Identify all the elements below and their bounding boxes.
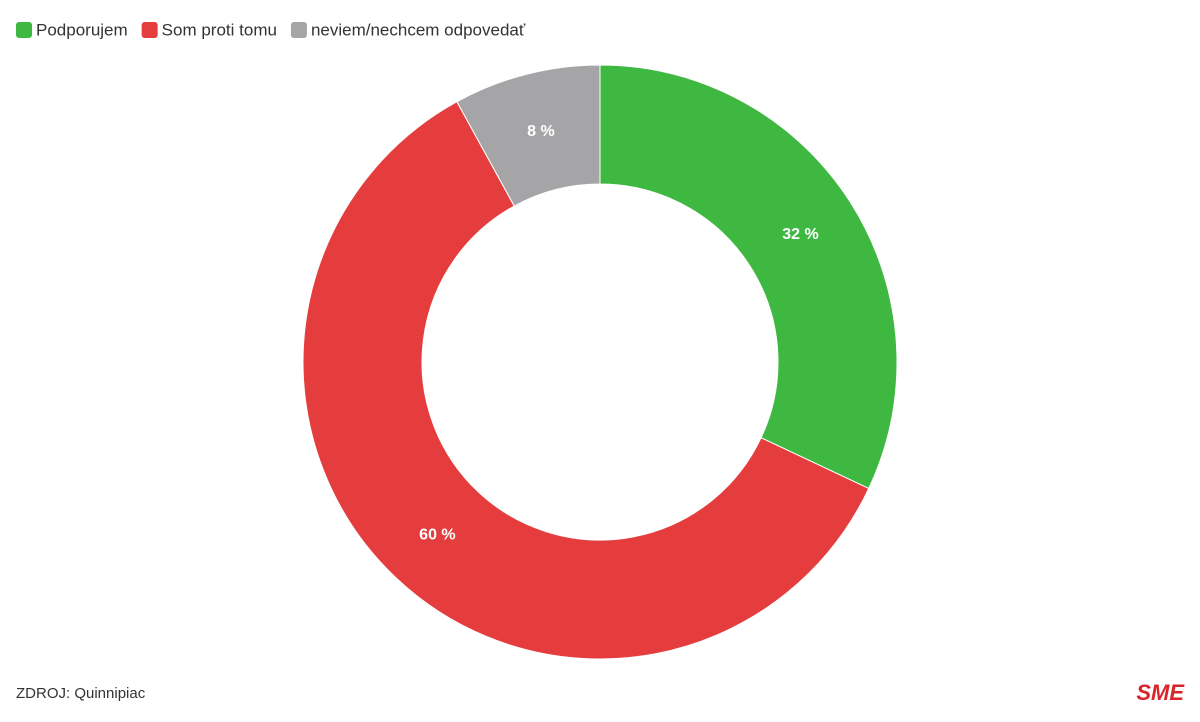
legend-label: neviem/nechcem odpovedať <box>311 20 526 39</box>
value-label: 32 % <box>782 226 818 243</box>
donut-slice <box>302 101 870 660</box>
donut-slice <box>456 64 601 207</box>
value-label: 8 % <box>527 123 555 140</box>
legend-swatch <box>290 22 307 38</box>
legend-swatch <box>16 22 32 38</box>
brand-logo: SME <box>1136 680 1185 705</box>
legend-label: Podporujem <box>36 20 128 39</box>
donut-slice <box>599 64 898 490</box>
legend-swatch <box>141 22 158 38</box>
value-label: 60 % <box>419 526 455 543</box>
legend-label: Som proti tomu <box>162 20 277 39</box>
source: ZDROJ: Quinnipiac <box>16 685 146 702</box>
